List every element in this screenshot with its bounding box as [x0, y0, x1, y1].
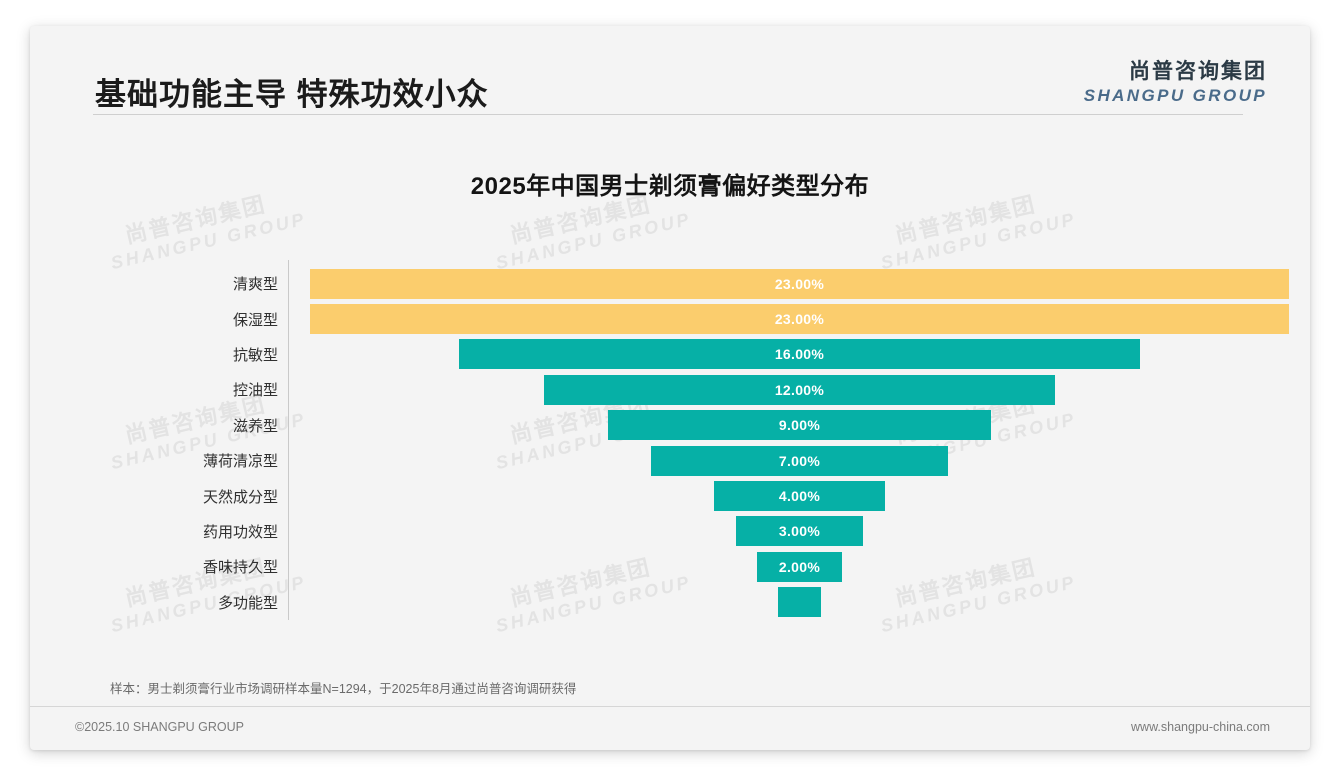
logo-chinese-name: 尚普咨询集团: [1129, 60, 1267, 83]
bar-track: [289, 585, 1310, 620]
bar-track: 3.00%: [289, 514, 1310, 549]
funnel-chart: 清爽型 23.00% 保湿型 23.00% 抗敏型 16.00% 控油型 12.00% 滋养型 9…: [30, 254, 1310, 654]
bar-track: 23.00%: [289, 266, 1310, 301]
funnel-bar: 7.00%: [650, 445, 949, 476]
sample-footnote: 样本：男士剃须膏行业市场调研样本量N=1294，于2025年8月通过尚普咨询调研…: [110, 682, 577, 696]
category-label: 抗敏型: [232, 346, 278, 364]
bar-track: 4.00%: [289, 478, 1310, 513]
chart-row: 多功能型: [30, 585, 1310, 620]
title-divider: [93, 114, 1243, 115]
chart-row: 保湿型 23.00%: [30, 301, 1310, 336]
footer-divider: [30, 706, 1310, 707]
category-label: 控油型: [232, 382, 278, 400]
funnel-bar: 12.00%: [544, 374, 1055, 405]
chart-row: 香味持久型 2.00%: [30, 549, 1310, 584]
category-label: 香味持久型: [202, 559, 278, 577]
chart-row: 药用功效型 3.00%: [30, 514, 1310, 549]
bar-rows: 清爽型 23.00% 保湿型 23.00% 抗敏型 16.00% 控油型 12.00% 滋养型 9…: [30, 266, 1310, 620]
slide-canvas: 尚普咨询集团 SHANGPU GROUP 尚普咨询集团 SHANGPU GROU…: [30, 26, 1310, 750]
funnel-bar: 2.00%: [756, 551, 843, 582]
funnel-bar: [778, 587, 821, 618]
chart-row: 滋养型 9.00%: [30, 408, 1310, 443]
bar-track: 12.00%: [289, 372, 1310, 407]
chart-row: 抗敏型 16.00%: [30, 337, 1310, 372]
bar-track: 23.00%: [289, 301, 1310, 336]
funnel-bar: 23.00%: [310, 268, 1289, 299]
funnel-bar: 23.00%: [310, 304, 1289, 335]
funnel-bar: 16.00%: [459, 339, 1140, 370]
copyright-text: ©2025.10 SHANGPU GROUP: [75, 720, 244, 734]
category-label: 清爽型: [232, 276, 278, 294]
category-label: 滋养型: [232, 417, 278, 435]
page-title: 基础功能主导 特殊功效小众: [95, 77, 489, 112]
chart-row: 天然成分型 4.00%: [30, 478, 1310, 513]
funnel-bar: 9.00%: [608, 410, 991, 441]
logo-english-name: SHANGPU GROUP: [1083, 85, 1267, 105]
chart-row: 薄荷清凉型 7.00%: [30, 443, 1310, 478]
chart-row: 清爽型 23.00%: [30, 266, 1310, 301]
slide-header: 基础功能主导 特殊功效小众 尚普咨询集团 SHANGPU GROUP: [30, 26, 1310, 126]
bar-track: 9.00%: [289, 408, 1310, 443]
category-label: 保湿型: [232, 311, 278, 329]
chart-title: 2025年中国男士剃须膏偏好类型分布: [470, 173, 870, 200]
brand-logo: 尚普咨询集团 SHANGPU GROUP: [1084, 60, 1267, 105]
funnel-bar: 4.00%: [714, 481, 885, 512]
bar-track: 16.00%: [289, 337, 1310, 372]
website-url: www.shangpu-china.com: [1131, 720, 1270, 734]
funnel-bar: 3.00%: [735, 516, 864, 547]
chart-row: 控油型 12.00%: [30, 372, 1310, 407]
category-label: 薄荷清凉型: [202, 453, 278, 471]
category-label: 药用功效型: [202, 523, 278, 541]
category-axis-line: [288, 260, 289, 620]
category-label: 多功能型: [217, 594, 278, 612]
bar-track: 7.00%: [289, 443, 1310, 478]
bar-track: 2.00%: [289, 549, 1310, 584]
category-label: 天然成分型: [202, 488, 278, 506]
